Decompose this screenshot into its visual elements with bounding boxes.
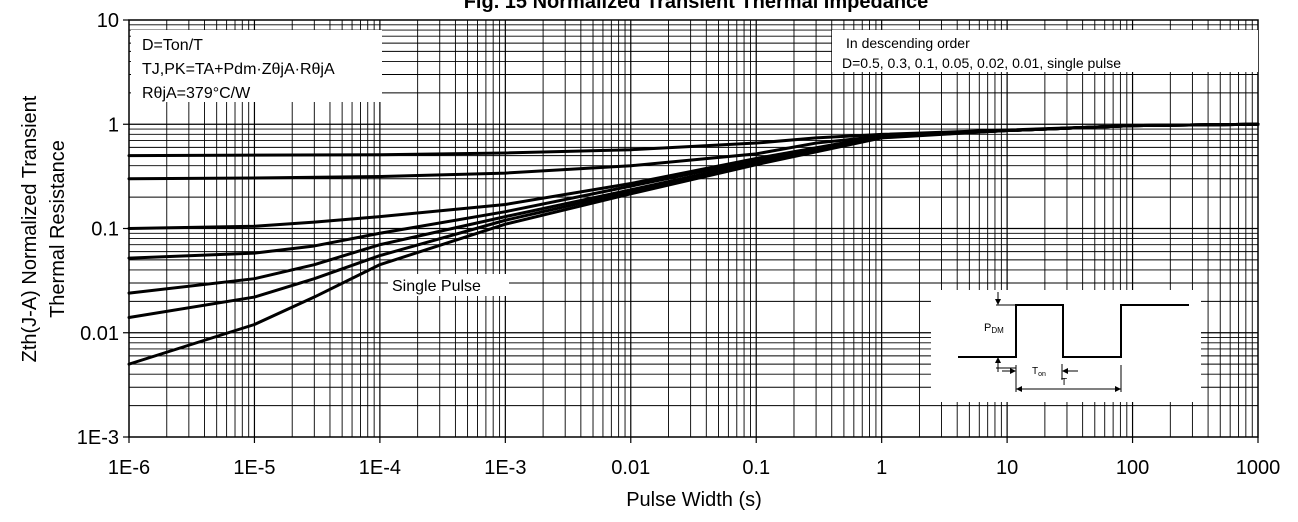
y-tick-label: 1 — [108, 114, 119, 136]
y-tick-label: 1E-3 — [77, 427, 119, 449]
y-tick-label: 0.1 — [91, 219, 119, 241]
y-tick-label: 0.01 — [80, 323, 119, 345]
annotation-box-right: In descending order D=0.5, 0.3, 0.1, 0.0… — [832, 30, 1258, 72]
inset-period-label: T — [1061, 377, 1067, 388]
pulse-waveform-inset: PDM Ton T — [931, 290, 1201, 402]
inset-pdm-sub: DM — [991, 326, 1004, 335]
annotation-left-line-2: TJ,PK=TA+Pdm·ZθjA·RθjA — [142, 61, 335, 78]
x-tick-label: 0.1 — [742, 457, 770, 479]
x-ticks: 1E-6 1E-5 1E-4 1E-3 0.01 0.1 1 10 100 1000 — [108, 437, 1280, 479]
y-ticks: 1E-3 0.01 0.1 1 10 — [77, 10, 129, 449]
x-tick-label: 1000 — [1236, 457, 1281, 479]
annotation-left-line-3: RθjA=379°C/W — [142, 85, 251, 102]
single-pulse-annotation: Single Pulse — [388, 274, 509, 296]
inset-pdm-label: PDM — [984, 322, 1004, 335]
annotation-left-line-1: D=Ton/T — [142, 37, 203, 54]
y-tick-label: 10 — [97, 10, 119, 32]
inset-pdm-main: P — [984, 322, 991, 334]
single-pulse-label: Single Pulse — [392, 278, 481, 295]
x-tick-label: 0.01 — [611, 457, 650, 479]
inset-ton-main: T — [1032, 366, 1038, 377]
x-tick-label: 1E-5 — [233, 457, 275, 479]
x-tick-label: 1E-4 — [359, 457, 401, 479]
annotation-right-line-2: D=0.5, 0.3, 0.1, 0.05, 0.02, 0.01, singl… — [842, 55, 1121, 71]
x-tick-label: 10 — [996, 457, 1018, 479]
y-axis-label-line-2: Thermal Resistance — [47, 140, 69, 318]
series-line-6 — [127, 122, 1260, 320]
annotation-box-left: D=Ton/T TJ,PK=TA+Pdm·ZθjA·RθjA RθjA=379°… — [131, 30, 382, 102]
inset-ton-label: Ton — [1032, 366, 1046, 378]
y-axis-label-line-1: Zth(J-A) Normalized Transient — [19, 95, 41, 362]
x-tick-label: 1E-3 — [484, 457, 526, 479]
annotation-right-line-1: In descending order — [846, 35, 970, 51]
series-line-7 — [127, 122, 1260, 366]
x-tick-label: 1 — [876, 457, 887, 479]
x-axis-label: Pulse Width (s) — [626, 489, 762, 511]
series-layer — [127, 122, 1260, 366]
series-line-4 — [127, 122, 1260, 260]
series-line-5 — [127, 122, 1260, 295]
inset-ton-sub: on — [1038, 371, 1046, 378]
x-tick-label: 100 — [1116, 457, 1149, 479]
x-tick-label: 1E-6 — [108, 457, 150, 479]
chart-title: Fig. 15 Normalized Transient Thermal Imp… — [464, 0, 929, 13]
